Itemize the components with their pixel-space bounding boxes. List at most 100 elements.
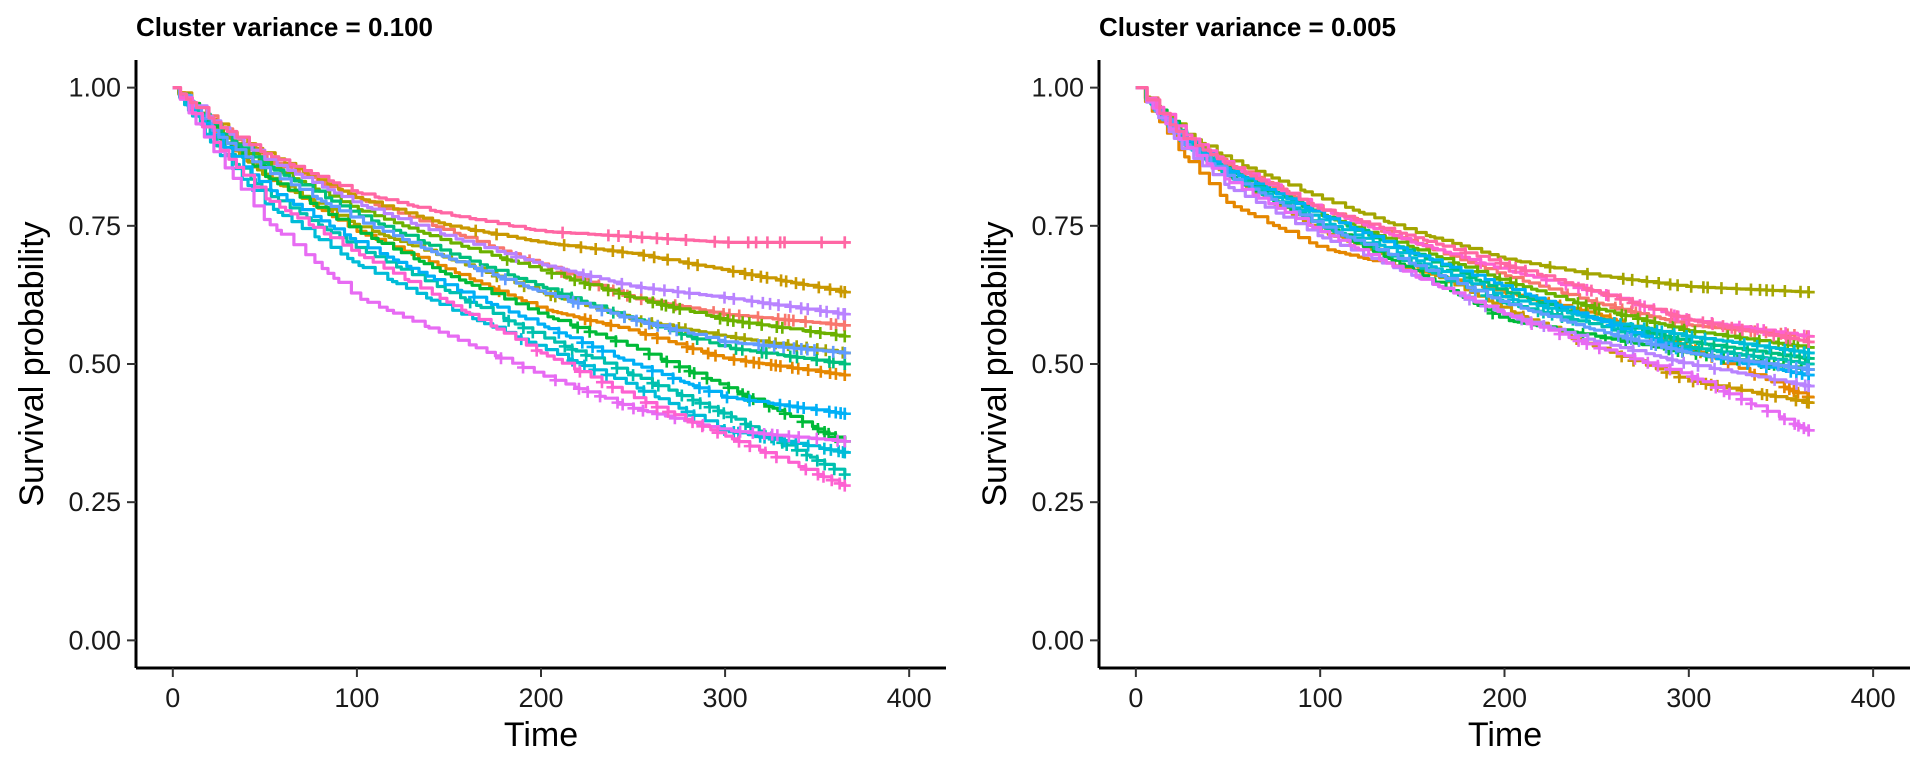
censor-mark	[566, 343, 579, 356]
censor-mark	[530, 344, 543, 357]
censor-mark	[1666, 354, 1679, 367]
censor-mark	[1738, 338, 1751, 351]
censor-mark	[624, 230, 637, 243]
series-14	[172, 86, 851, 492]
censor-mark	[838, 286, 851, 299]
censor-mark	[586, 340, 599, 353]
censor-mark	[651, 319, 664, 332]
censor-mark	[679, 234, 692, 247]
censor-mark	[1735, 393, 1748, 406]
censor-mark	[702, 347, 715, 360]
censor-mark	[719, 335, 732, 348]
censor-mark	[1544, 261, 1557, 274]
censor-mark	[825, 474, 838, 487]
panel-title: Cluster variance = 0.100	[136, 12, 433, 42]
survival-curve	[172, 86, 847, 442]
censor-mark	[799, 463, 812, 476]
survival-curve	[1135, 86, 1811, 360]
censor-mark	[770, 451, 783, 464]
censor-mark	[583, 325, 596, 338]
series-15	[1135, 86, 1815, 348]
censor-mark	[573, 365, 586, 378]
series-3	[172, 86, 851, 299]
censor-mark	[1655, 325, 1668, 338]
y-axis-label: Survival probability	[976, 221, 1014, 506]
censor-mark	[646, 296, 659, 309]
censor-mark	[732, 435, 745, 448]
censor-mark	[623, 290, 636, 303]
censor-mark	[1671, 279, 1684, 292]
survival-curve	[1135, 86, 1811, 354]
censor-mark	[1792, 386, 1805, 399]
censor-mark	[736, 343, 749, 356]
survival-curve	[172, 86, 847, 486]
censor-mark	[1663, 363, 1676, 376]
censor-mark	[602, 284, 615, 297]
censor-mark	[639, 396, 652, 409]
censor-mark	[700, 372, 713, 385]
censor-mark	[686, 416, 699, 429]
censor-mark	[824, 283, 837, 296]
censor-mark	[662, 405, 675, 418]
x-tick-label: 300	[703, 683, 748, 713]
censor-mark	[476, 264, 489, 277]
censor-mark	[727, 353, 740, 366]
series-7	[172, 86, 851, 370]
censor-mark	[604, 319, 617, 332]
censor-mark	[1708, 362, 1721, 375]
survival-curve	[172, 86, 847, 355]
censor-mark	[1745, 397, 1758, 410]
censor-mark	[797, 278, 810, 291]
series-10	[172, 86, 851, 420]
censor-mark	[725, 410, 738, 423]
series-15	[172, 86, 851, 249]
series-12	[172, 86, 851, 321]
censor-mark	[838, 358, 851, 370]
censor-mark	[693, 381, 706, 394]
censor-mark	[588, 363, 601, 376]
censor-mark	[572, 382, 585, 395]
censor-mark	[580, 349, 593, 362]
censor-mark	[792, 362, 805, 375]
censor-mark	[822, 427, 835, 440]
censor-mark	[1632, 312, 1645, 325]
censor-mark	[838, 308, 851, 321]
censor-mark	[1673, 371, 1686, 384]
censor-mark	[612, 229, 625, 242]
censor-mark	[650, 232, 663, 245]
censor-mark	[545, 267, 558, 280]
series-2	[172, 86, 851, 382]
censor-mark	[774, 360, 787, 373]
censor-mark	[651, 332, 664, 345]
y-tick-label: 0.25	[1031, 487, 1084, 517]
censor-mark	[581, 385, 594, 398]
censor-mark	[694, 397, 707, 410]
censor-mark	[1763, 341, 1776, 354]
censor-mark	[761, 271, 774, 284]
censor-mark	[743, 440, 756, 453]
censor-mark	[584, 270, 597, 283]
censor-mark	[1718, 385, 1731, 398]
censor-mark	[760, 347, 773, 360]
x-tick-label: 200	[1482, 683, 1527, 713]
censor-mark	[743, 394, 756, 407]
censor-mark	[1494, 257, 1507, 270]
censor-mark	[1691, 373, 1704, 386]
censor-mark	[796, 415, 809, 428]
censor-mark	[680, 341, 693, 354]
censor-mark	[752, 311, 765, 324]
panel-title: Cluster variance = 0.005	[1099, 12, 1396, 42]
y-tick-label: 0.75	[1031, 211, 1084, 241]
censor-mark	[712, 404, 725, 417]
censor-mark	[579, 313, 592, 326]
censor-mark	[750, 236, 763, 249]
censor-mark	[714, 312, 727, 325]
censor-mark	[600, 368, 613, 381]
censor-mark	[778, 407, 791, 420]
censor-mark	[1790, 361, 1803, 374]
series-4	[1135, 86, 1815, 299]
censor-mark	[1614, 293, 1627, 306]
censor-mark	[630, 314, 643, 327]
y-tick-label: 0.25	[68, 487, 121, 517]
censor-mark	[1469, 284, 1482, 297]
